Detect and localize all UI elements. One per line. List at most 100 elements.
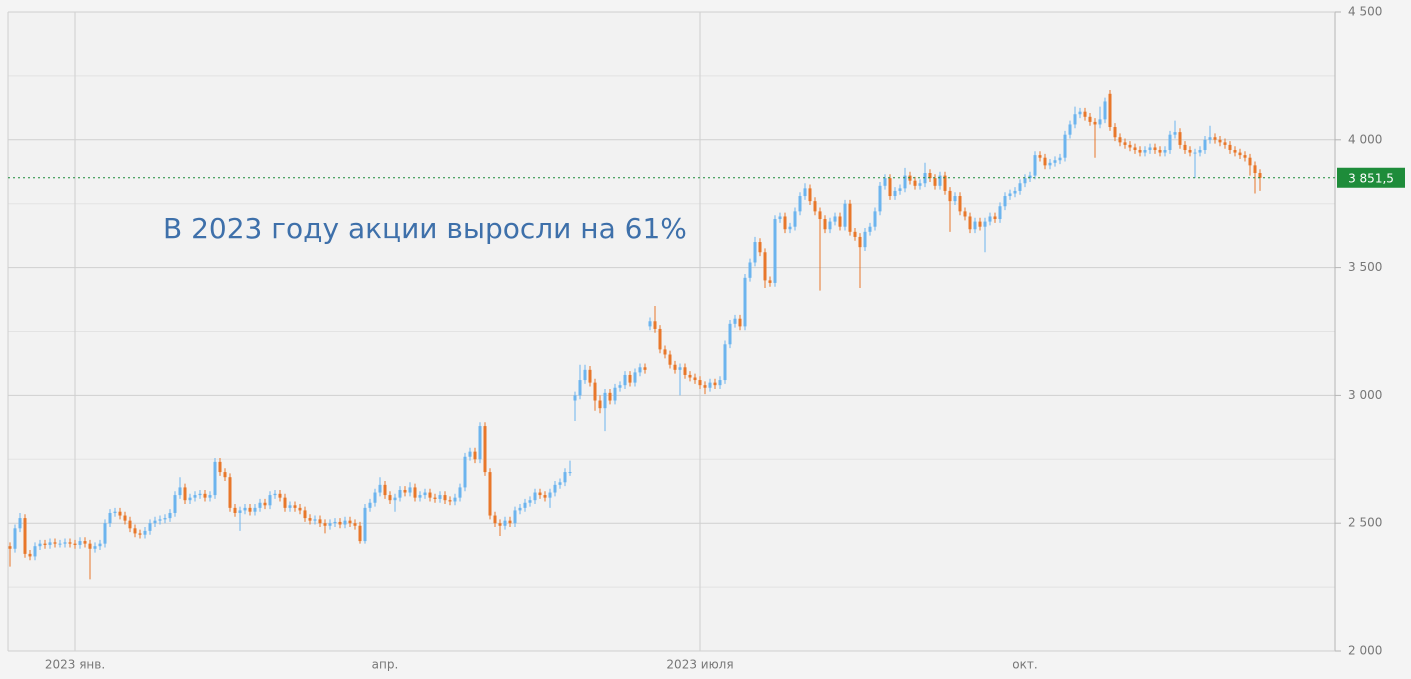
candle-body [828, 221, 832, 230]
candle-body [378, 484, 382, 493]
candle-body [1018, 183, 1022, 191]
candle-body [58, 543, 62, 545]
candle-body [818, 211, 822, 220]
candle-body [493, 515, 497, 524]
candle-body [248, 507, 252, 512]
y-tick-label: 3 500 [1348, 260, 1382, 274]
candle-body [128, 520, 132, 529]
candle-body [763, 252, 767, 281]
candle-body [853, 231, 857, 237]
candle-body [343, 520, 347, 525]
candle-body [758, 242, 762, 253]
candle-body [588, 369, 592, 383]
candle-body [333, 521, 337, 524]
candle-body [73, 543, 77, 545]
candle-body [803, 188, 807, 197]
x-tick-label: апр. [372, 658, 399, 672]
candle-body [353, 523, 357, 526]
candle-body [1008, 193, 1012, 197]
candle-body [1223, 142, 1227, 145]
candle-body [833, 216, 837, 222]
candle-body [1168, 134, 1172, 151]
candle-body [418, 495, 422, 498]
candle-body [428, 492, 432, 498]
candle-body [933, 178, 937, 186]
candle-body [793, 211, 797, 227]
candle-body [633, 372, 637, 383]
candle-body [1198, 150, 1202, 153]
last-price-label: 3 851,5 [1348, 171, 1394, 185]
candle-body [1213, 137, 1217, 140]
candle-body [688, 374, 692, 378]
candle-body [1033, 155, 1037, 176]
candle-body [1108, 93, 1112, 128]
candle-body [1248, 157, 1252, 166]
candle-body [1093, 121, 1097, 125]
y-tick-label: 2 000 [1348, 644, 1382, 658]
candle-body [313, 519, 317, 521]
candle-body [678, 367, 682, 370]
candle-body [223, 472, 227, 478]
candle-body [638, 367, 642, 373]
candle-body [783, 216, 787, 230]
candle-body [33, 546, 37, 557]
candle-body [873, 211, 877, 227]
candle-body [1163, 150, 1167, 153]
candle-body [28, 553, 32, 557]
candle-body [658, 328, 662, 350]
candle-body [463, 456, 467, 488]
candle-body [628, 374, 632, 383]
candle-body [18, 518, 22, 529]
candle-body [1013, 190, 1017, 194]
candle-body [448, 500, 452, 502]
candle-body [693, 377, 697, 381]
candle-body [1188, 150, 1192, 153]
candle-body [78, 541, 82, 545]
candle-body [1038, 155, 1042, 158]
candle-body [888, 178, 892, 197]
candle-body [143, 530, 147, 535]
candle-body [928, 173, 932, 179]
candle-body [83, 541, 87, 544]
candle-body [883, 178, 887, 186]
candle-body [98, 543, 102, 547]
candle-body [1118, 137, 1122, 143]
candle-body [528, 500, 532, 503]
candle-body [518, 507, 522, 511]
candle-body [778, 216, 782, 220]
candle-body [1058, 157, 1062, 161]
candle-body [808, 188, 812, 202]
candle-body [503, 520, 507, 526]
candle-body [683, 367, 687, 375]
candle-body [843, 203, 847, 227]
candle-body [433, 497, 437, 499]
candle-body [1203, 139, 1207, 151]
candle-body [408, 487, 412, 493]
candle-body [488, 472, 492, 516]
candle-body [473, 451, 477, 460]
candle-body [388, 495, 392, 501]
candle-body [293, 505, 297, 508]
candle-body [898, 188, 902, 191]
candle-body [173, 495, 177, 513]
candle-body [1238, 152, 1242, 156]
candle-body [1258, 173, 1262, 178]
candle-body [178, 487, 182, 496]
candle-body [298, 507, 302, 511]
candle-body [438, 495, 442, 499]
x-tick-label: 2023 янв. [45, 658, 105, 672]
candle-body [748, 262, 752, 278]
candle-body [498, 523, 502, 526]
candle-body [263, 502, 267, 506]
candle-body [38, 543, 42, 547]
candle-body [1028, 175, 1032, 179]
candle-body [113, 511, 117, 513]
candle-body [168, 512, 172, 519]
candle-body [1068, 124, 1072, 135]
candle-body [253, 507, 257, 512]
candle-body [878, 185, 882, 212]
candle-body [1098, 119, 1102, 125]
candle-body [718, 380, 722, 386]
candle-body [513, 510, 517, 524]
